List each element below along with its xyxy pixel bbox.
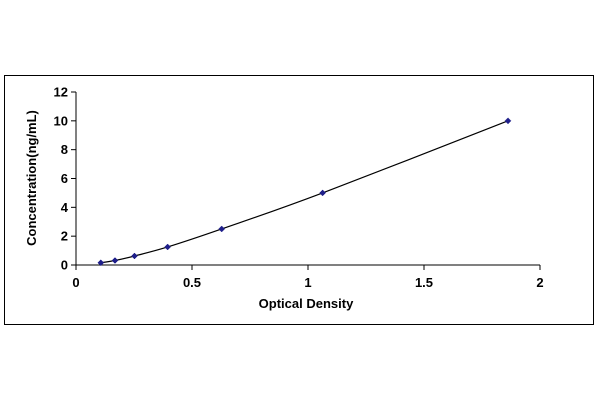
y-tick-label: 10 [54, 113, 68, 128]
y-tick-label: 6 [61, 171, 68, 186]
fit-curve [100, 120, 509, 264]
data-point-3 [164, 243, 171, 251]
chart-frame [4, 75, 594, 325]
x-tick-label: 0 [72, 275, 79, 290]
x-tick-label: 0.5 [183, 275, 201, 290]
data-point-2 [131, 252, 138, 260]
data-point-4 [218, 225, 226, 233]
y-tick-label: 2 [61, 229, 68, 244]
data-point-5 [319, 189, 326, 197]
y-tick-label: 8 [61, 142, 68, 157]
x-axis-title: Optical Density [259, 296, 354, 311]
y-tick-label: 4 [61, 200, 69, 215]
y-tick-label: 0 [61, 258, 68, 273]
data-points [97, 117, 512, 267]
data-point-0 [97, 259, 105, 267]
x-tick-label: 1.5 [415, 275, 433, 290]
y-axis-title: Concentration(ng/mL) [24, 110, 39, 246]
axes [71, 91, 541, 270]
data-point-1 [111, 257, 119, 264]
y-tick-label: 12 [54, 85, 68, 100]
data-point-6 [504, 117, 512, 125]
x-tick-label: 1 [304, 275, 311, 290]
x-tick-label: 2 [536, 275, 543, 290]
tick-labels: 0 2 4 6 8 10 12 0 0.5 1 1.5 2 [54, 85, 544, 291]
